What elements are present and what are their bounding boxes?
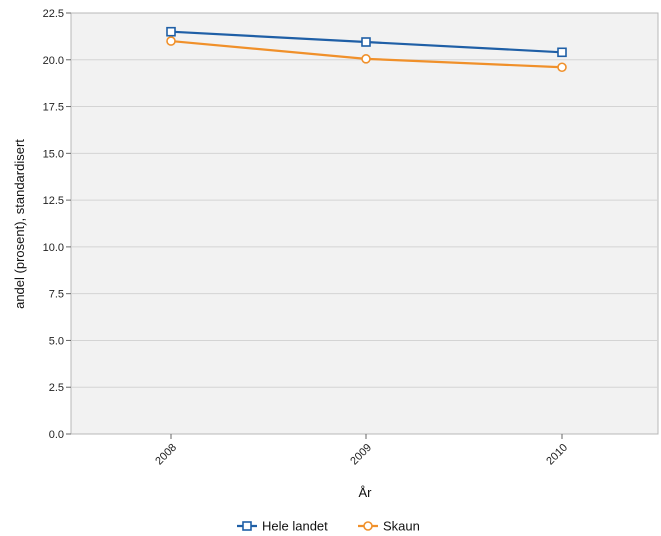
y-tick-label: 22.5	[43, 8, 64, 20]
x-tick-label: 2009	[348, 442, 374, 468]
y-tick-label: 20.0	[43, 55, 64, 67]
y-tick-label: 7.5	[49, 289, 64, 301]
y-tick-label: 10.0	[43, 242, 64, 254]
y-tick-label: 0.0	[49, 429, 64, 441]
data-point	[361, 37, 371, 47]
y-axis-ticks: 0.0 2.5 5.0 7.5 10.0 12.5 15.0 17.5 20.0 22.5	[43, 8, 71, 441]
legend-marker	[242, 521, 252, 531]
data-point	[166, 36, 176, 46]
legend-label: Hele landet	[262, 519, 328, 534]
y-tick-label: 17.5	[43, 102, 64, 114]
y-tick-label: 5.0	[49, 335, 64, 347]
y-tick-label: 12.5	[43, 195, 64, 207]
y-tick-label: 2.5	[49, 382, 64, 394]
data-point	[166, 26, 176, 37]
legend-label: Skaun	[383, 519, 420, 534]
x-tick-label: 2008	[153, 442, 179, 468]
x-axis-ticks: 2008 2009 2010	[153, 434, 570, 467]
data-point	[557, 47, 567, 58]
y-tick-label: 15.0	[43, 148, 64, 160]
legend: Hele landet Skaun	[237, 519, 420, 534]
plot-area	[70, 12, 659, 435]
legend-marker	[363, 521, 373, 531]
x-tick-label: 2010	[544, 442, 570, 468]
x-axis-title: År	[359, 485, 373, 500]
grid-lines	[71, 59, 658, 388]
series-group	[166, 26, 567, 73]
data-point	[361, 54, 371, 64]
y-axis-title: andel (prosent), standardisert	[12, 139, 27, 309]
data-point	[557, 62, 567, 73]
